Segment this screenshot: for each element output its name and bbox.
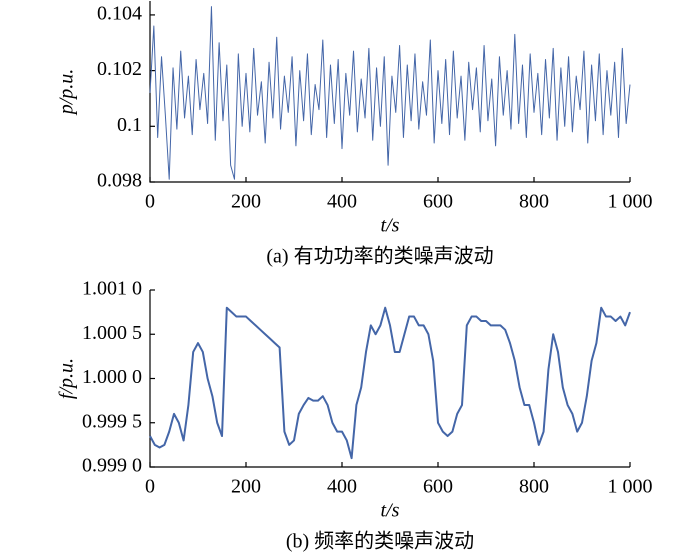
caption: (a) 有功功率的类噪声波动: [266, 245, 493, 268]
y-tick-label: 0.104: [97, 3, 142, 25]
series-line: [149, 6, 631, 180]
y-tick-label: 0.098: [97, 170, 142, 192]
y-tick-label: 0.102: [97, 58, 142, 80]
x-tick-label: 1 000: [608, 476, 653, 498]
y-axis-label: p/p.u.: [56, 69, 78, 117]
x-tick-label: 200: [231, 191, 261, 213]
x-tick-label: 600: [423, 191, 453, 213]
x-tick-label: 0: [145, 476, 155, 498]
y-tick-label: 0.999 5: [82, 410, 142, 432]
axis-line: [149, 290, 630, 468]
x-tick-label: 400: [327, 476, 357, 498]
series-line: [149, 306, 631, 460]
x-tick-label: 400: [327, 191, 357, 213]
x-axis-label: t/s: [381, 215, 400, 237]
x-tick-label: 1 000: [608, 191, 653, 213]
x-axis-label: t/s: [381, 500, 400, 522]
x-tick-label: 800: [519, 191, 549, 213]
y-tick-label: 1.000 0: [82, 366, 142, 388]
y-tick-label: 0.999 0: [82, 455, 142, 477]
y-tick-label: 1.001 0: [82, 278, 142, 300]
y-axis-label: f/p.u.: [56, 358, 78, 399]
x-tick-label: 800: [519, 476, 549, 498]
caption: (b) 频率的类噪声波动: [286, 530, 474, 553]
y-tick-label: 1.000 5: [82, 322, 142, 344]
x-tick-label: 200: [231, 476, 261, 498]
x-tick-label: 600: [423, 476, 453, 498]
y-tick-label: 0.1: [117, 114, 142, 136]
x-tick-label: 0: [145, 191, 155, 213]
